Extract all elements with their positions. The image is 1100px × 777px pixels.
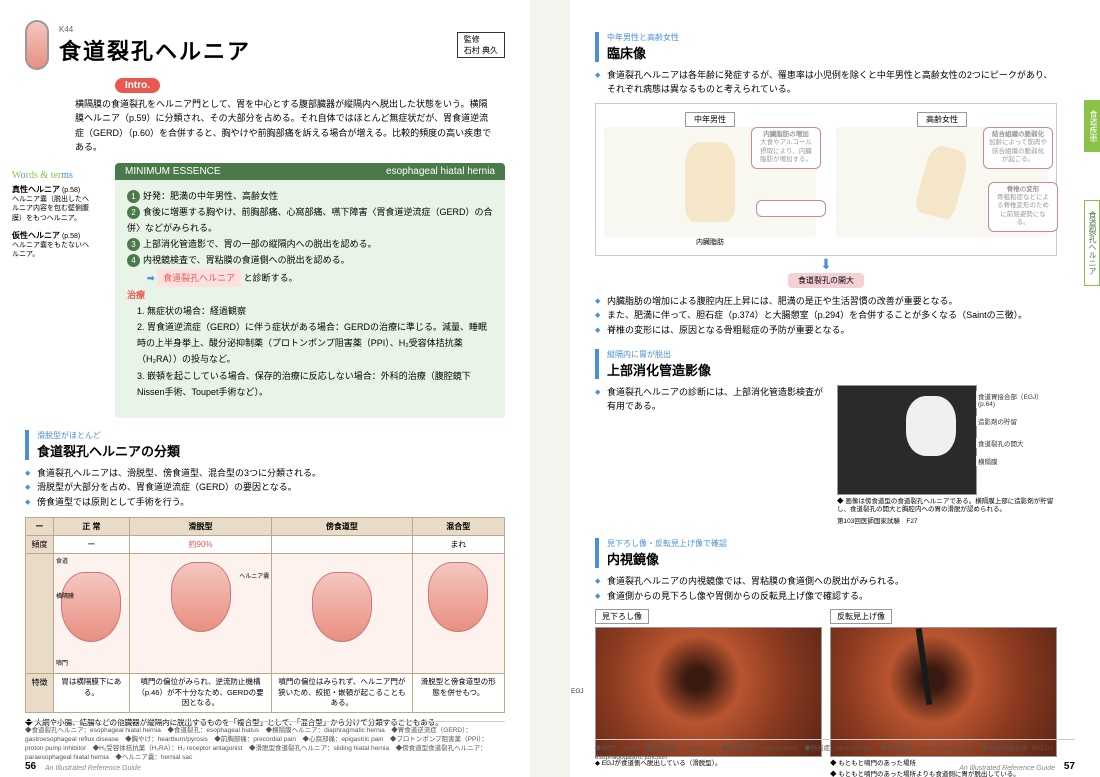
- male-figure: 内臓脂肪の増加大食やアルコール摂取により、内臓脂肪が増加する。 腹腔内圧の上昇: [604, 127, 816, 237]
- endoscopy-image-2: [830, 627, 1057, 757]
- diagram-normal: 食道横隔膜噴門: [54, 554, 130, 674]
- imaging-row: 食道裂孔ヘルニアの診断には、上部消化管造影検査が有用である。 食道胃接合部（EG…: [595, 385, 1057, 526]
- title-text: K44 食道裂孔ヘルニア: [59, 25, 251, 66]
- down-arrow-icon: ⬇: [595, 256, 1057, 273]
- male-col: 中年男性 内臓脂肪の増加大食やアルコール摂取により、内臓脂肪が増加する。 腹腔内…: [604, 112, 816, 247]
- female-figure: 結合組織の脆弱化加齢によって筋肉や結合組織の脆弱化が起こる。 脊椎の変形骨粗鬆症…: [836, 127, 1048, 237]
- intro-section: Intro.: [115, 78, 505, 93]
- clinical-header: 中年男性と高齢女性 臨床像: [595, 32, 1057, 62]
- footer-right: ◆噴門：cardia ◆内臓脂肪：visceral fat ◆骨粗鬆症：oste…: [595, 739, 1075, 762]
- diagram-para: [272, 554, 412, 674]
- side-tab-1: 食道疾患: [1084, 100, 1100, 152]
- essence-box: MINIMUM ESSENCE esophageal hiatal hernia…: [115, 163, 505, 418]
- classification-bullets: 食道裂孔ヘルニアは、滑脱型、傍食道型、混合型の3つに分類される。 滑脱型が大部分…: [25, 466, 505, 509]
- page-title: 食道裂孔ヘルニア: [59, 34, 251, 66]
- intro-text: 横隔膜の食道裂孔をヘルニア門として、胃を中心とする腹部臓器が縦隔内へ脱出した状態…: [75, 97, 505, 155]
- intro-badge: Intro.: [115, 78, 160, 93]
- essence-header: MINIMUM ESSENCE esophageal hiatal hernia: [115, 163, 505, 180]
- page-right: 中年男性と高齢女性 臨床像 食道裂孔ヘルニアは各年齢に発症するが、罹患率は小児例…: [570, 0, 1100, 777]
- endoscopy-image-1: EGJ: [595, 627, 822, 757]
- footer-left: ◆食道裂孔ヘルニア：esophageal hiatal hernia ◆食道裂孔…: [25, 721, 505, 762]
- classification-header: 滑脱型がほとんど 食道裂孔ヘルニアの分類: [25, 430, 505, 460]
- sidebar-item: 真性ヘルニア (p.58) ヘルニア嚢（脱出したヘルニア内容を包む壁側腹膜）をも…: [12, 185, 90, 223]
- supervisor: 監修 石村 典久: [457, 32, 505, 58]
- contrast-image: 食道胃接合部（EGJ）(p.64) 造影剤の貯留 食道裂孔の開大 横隔膜: [837, 385, 977, 495]
- title-row: K44 食道裂孔ヘルニア 監修 石村 典久: [25, 20, 505, 70]
- imaging-header: 縦隔内に胃が脱出 上部消化管造影像: [595, 349, 1057, 379]
- words-terms-label: Words & terms: [12, 170, 90, 181]
- endoscopy-header: 見下ろし像・反転見上げ像で確認 内視鏡像: [595, 538, 1057, 568]
- classification-table: ー 正 常 滑脱型 傍食道型 混合型 頻度 ー 約90% まれ 食道横隔膜噴門 …: [25, 517, 505, 713]
- essence-content: 1好発：肥満の中年男性、高齢女性 2食後に増悪する胸やけ、前胸部痛、心窩部痛、嚥…: [115, 180, 505, 408]
- page-num-right: 57: [1064, 761, 1075, 772]
- side-tab-2: 食道裂孔ヘルニア: [1084, 200, 1100, 286]
- esophagus-icon: [25, 20, 49, 70]
- sidebar-item: 仮性ヘルニア (p.58) ヘルニア嚢をもたないヘルニア。: [12, 231, 90, 260]
- code: K44: [59, 25, 251, 34]
- clinical-box: 中年男性 内臓脂肪の増加大食やアルコール摂取により、内臓脂肪が増加する。 腹腔内…: [595, 103, 1057, 256]
- diagram-mixed: [412, 554, 504, 674]
- page-num-left: 56: [25, 761, 36, 772]
- page-left: K44 食道裂孔ヘルニア 監修 石村 典久 Intro. 横隔膜の食道裂孔をヘル…: [0, 0, 530, 777]
- female-col: 高齢女性 結合組織の脆弱化加齢によって筋肉や結合組織の脆弱化が起こる。 脊椎の変…: [836, 112, 1048, 247]
- sidebar: Words & terms 真性ヘルニア (p.58) ヘルニア嚢（脱出したヘル…: [12, 170, 90, 267]
- diagram-sliding: ヘルニア嚢: [129, 554, 271, 674]
